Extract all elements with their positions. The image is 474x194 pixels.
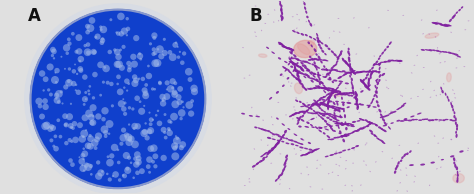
Text: B: B	[250, 7, 262, 25]
Ellipse shape	[309, 40, 315, 46]
Ellipse shape	[259, 54, 267, 57]
Ellipse shape	[332, 91, 342, 96]
Ellipse shape	[294, 83, 302, 94]
Ellipse shape	[25, 4, 211, 194]
Ellipse shape	[425, 33, 439, 38]
Ellipse shape	[298, 44, 310, 55]
Ellipse shape	[447, 73, 451, 82]
Ellipse shape	[294, 40, 317, 58]
Ellipse shape	[453, 173, 465, 183]
Text: A: A	[27, 7, 41, 25]
Ellipse shape	[30, 10, 205, 188]
